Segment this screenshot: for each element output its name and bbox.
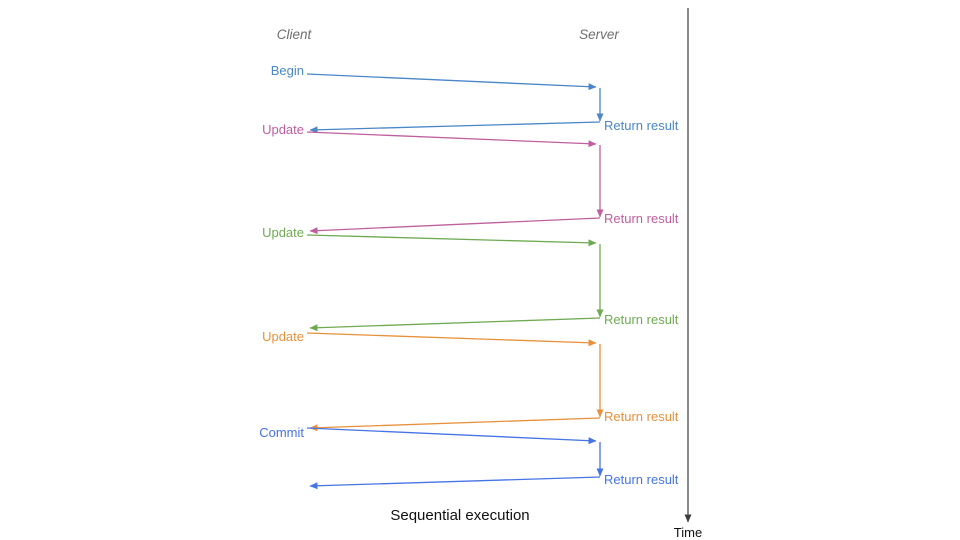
call-label: Commit	[259, 425, 304, 440]
client-header: Client	[277, 27, 313, 42]
return-arrow	[309, 476, 601, 490]
call-arrow	[306, 427, 597, 445]
call-arrow	[306, 131, 597, 148]
diagram-caption: Sequential execution	[390, 507, 529, 524]
return-arrow	[309, 317, 601, 332]
return-result-label: Return result	[604, 472, 679, 487]
call-arrow	[306, 73, 597, 91]
server-header: Server	[579, 27, 619, 42]
call-label: Update	[262, 122, 304, 137]
transaction-update-1: Update Return result	[262, 122, 679, 235]
call-label: Update	[262, 329, 304, 344]
call-arrow	[306, 332, 597, 347]
transaction-update-2: Update Return result	[262, 225, 679, 332]
transaction-begin-0: Begin Return result	[271, 63, 679, 134]
call-arrow	[306, 234, 597, 247]
return-result-label: Return result	[604, 211, 679, 226]
call-label: Begin	[271, 63, 304, 78]
return-result-label: Return result	[604, 409, 679, 424]
time-axis: Time	[674, 8, 702, 540]
transaction-commit-4: Commit Return result	[259, 425, 679, 490]
return-arrow	[309, 121, 601, 134]
return-result-label: Return result	[604, 312, 679, 327]
return-arrow	[309, 217, 601, 235]
transaction-update-3: Update Return result	[262, 329, 679, 432]
call-label: Update	[262, 225, 304, 240]
return-arrow	[309, 417, 601, 432]
return-result-label: Return result	[604, 118, 679, 133]
time-axis-label: Time	[674, 525, 702, 540]
